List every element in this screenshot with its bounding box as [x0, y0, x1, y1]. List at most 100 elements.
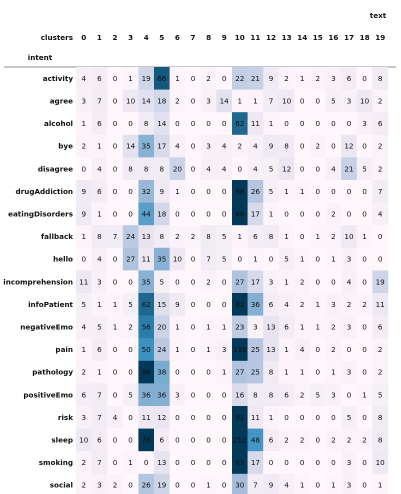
heatmap-cell-value: 7: [269, 97, 274, 106]
heatmap-cell-value: 5: [128, 390, 133, 399]
heatmap-cell-value: 0: [362, 323, 367, 332]
heatmap-cell: [356, 360, 373, 384]
heatmap-cell: [325, 383, 342, 407]
heatmap-cell: [372, 157, 389, 181]
heatmap-cell: [200, 473, 217, 494]
row-tick-pain: pain: [55, 345, 73, 354]
heatmap-cell-value: 24: [126, 232, 136, 241]
heatmap-cell-value: 0: [222, 277, 227, 286]
heatmap-cell: [76, 315, 92, 339]
heatmap-cell-value: 1: [128, 74, 133, 83]
heatmap-cell-value: 0: [331, 142, 336, 151]
column-tick-1: 1: [97, 33, 102, 42]
heatmap-cell: [76, 247, 92, 271]
heatmap-cell-value: 2: [331, 436, 336, 445]
heatmap-cell-value: 30: [235, 481, 245, 490]
heatmap-cell: [200, 315, 217, 339]
heatmap-cell-value: 4: [378, 210, 383, 219]
heatmap-cell: [372, 360, 389, 384]
heatmap-cell-value: 0: [128, 481, 133, 490]
heatmap-cell-value: 8: [128, 164, 133, 173]
heatmap-cell: [154, 338, 170, 362]
heatmap-cell: [294, 180, 311, 203]
heatmap-cell: [310, 247, 326, 271]
heatmap-cell-value: 2: [331, 210, 336, 219]
heatmap-cell-value: 0: [316, 458, 321, 467]
heatmap-cell-value: 0: [175, 413, 180, 422]
heatmap-cell-value: 0: [191, 142, 196, 151]
heatmap-cell: [200, 293, 217, 316]
heatmap-cell: [356, 247, 373, 271]
heatmap-cell: [356, 338, 373, 362]
heatmap-cell-value: 4: [284, 300, 289, 309]
column-tick-0: 0: [81, 33, 86, 42]
heatmap-cell-value: 2: [284, 74, 289, 83]
heatmap-cell-value: 0: [82, 164, 87, 173]
heatmap-cell: [76, 293, 92, 316]
heatmap-cell: [91, 360, 108, 384]
heatmap-cell-value: 0: [238, 255, 243, 264]
heatmap-cell: [341, 338, 358, 362]
heatmap-cell-value: 0: [300, 164, 305, 173]
heatmap-cell: [294, 67, 311, 90]
heatmap-cell: [185, 180, 202, 203]
heatmap-cell: [310, 406, 326, 429]
heatmap-cell: [200, 270, 217, 294]
heatmap-cell-value: 86: [142, 368, 152, 377]
heatmap-cell-value: 0: [191, 300, 196, 309]
heatmap-cell: [310, 180, 326, 203]
heatmap-cell: [91, 428, 108, 452]
heatmap-cell: [169, 406, 186, 429]
heatmap-cell: [263, 338, 280, 362]
heatmap-cell-value: 5: [222, 255, 227, 264]
heatmap-cell: [294, 225, 311, 249]
heatmap-cell: [247, 293, 264, 316]
heatmap-cell-value: 17: [157, 142, 166, 151]
heatmap-cell-value: 17: [251, 210, 260, 219]
heatmap-cell: [278, 360, 295, 384]
heatmap-cell: [76, 360, 92, 384]
heatmap-cell: [169, 338, 186, 362]
heatmap-cell-value: 2: [331, 323, 336, 332]
heatmap-cell: [76, 270, 92, 294]
heatmap-cell-value: 0: [113, 345, 118, 354]
heatmap-cell: [341, 180, 358, 203]
heatmap-cell: [107, 270, 124, 294]
heatmap-cell: [325, 89, 342, 113]
heatmap-cell-value: 0: [316, 187, 321, 196]
heatmap-cell-value: 1: [113, 323, 118, 332]
heatmap-cell: [169, 473, 186, 494]
heatmap-cell-value: 1: [300, 255, 305, 264]
heatmap-cell: [154, 225, 170, 249]
heatmap-cell-value: 4: [347, 277, 352, 286]
heatmap-cell-value: 2: [362, 300, 367, 309]
heatmap-cell: [200, 134, 217, 158]
heatmap-cell: [278, 112, 295, 136]
heatmap-cell-value: 0: [113, 368, 118, 377]
heatmap-cell: [216, 180, 233, 203]
heatmap-cell-value: 8: [284, 142, 289, 151]
heatmap-cell-value: 13: [266, 345, 275, 354]
heatmap-cell-value: 2: [347, 300, 352, 309]
heatmap-cell-value: 0: [362, 210, 367, 219]
heatmap-cell: [310, 202, 326, 226]
heatmap-cell-value: 0: [191, 345, 196, 354]
heatmap-cell-value: 1: [362, 390, 367, 399]
heatmap-cell-value: 2: [206, 277, 211, 286]
heatmap-cell: [216, 360, 233, 384]
heatmap-cell-value: 8: [378, 74, 383, 83]
heatmap-cell-value: 0: [316, 277, 321, 286]
heatmap-cell: [107, 112, 124, 136]
heatmap-cell-value: 2: [362, 436, 367, 445]
heatmap-cell: [91, 112, 108, 136]
heatmap-cell-value: 8: [269, 368, 274, 377]
heatmap-cell: [341, 315, 358, 339]
heatmap-cell-value: 3: [347, 97, 352, 106]
heatmap-cell: [232, 89, 248, 113]
heatmap-cell-value: 15: [157, 300, 166, 309]
heatmap-cell-value: 0: [175, 210, 180, 219]
heatmap-cell-value: 1: [175, 187, 180, 196]
heatmap-cell: [372, 383, 389, 407]
heatmap-cell-value: 50: [142, 345, 152, 354]
heatmap-cell-value: 2: [378, 345, 383, 354]
